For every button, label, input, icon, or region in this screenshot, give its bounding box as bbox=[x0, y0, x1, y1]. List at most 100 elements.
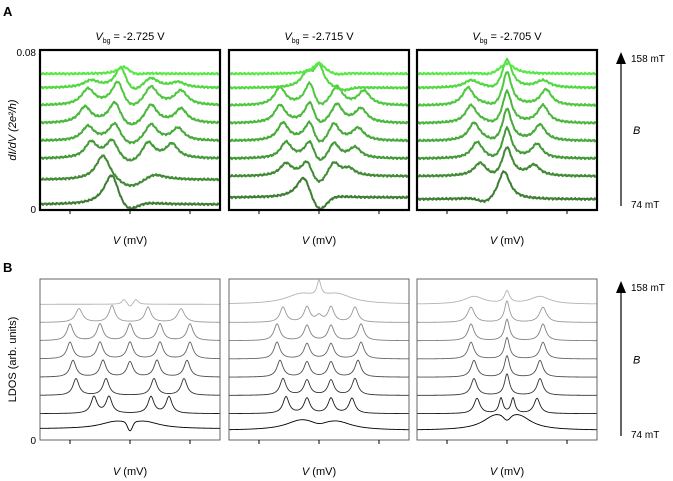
series-curve bbox=[228, 160, 410, 184]
series-curve bbox=[39, 100, 221, 126]
x-axis-label-var: V bbox=[113, 466, 122, 478]
x-axis-label: V (mV) bbox=[113, 466, 147, 478]
series-curve bbox=[416, 300, 598, 323]
series-curve bbox=[39, 65, 221, 91]
x-axis-label-unit: (mV) bbox=[120, 466, 147, 478]
x-axis-label-var: V bbox=[490, 466, 499, 478]
b-axis-bottom-label: 74 mT bbox=[631, 200, 659, 211]
series-curve bbox=[417, 355, 597, 378]
series-curve bbox=[416, 414, 598, 431]
subplot-b-3: V (mV) bbox=[416, 278, 598, 478]
title-subscript: bg bbox=[292, 38, 300, 45]
series-curve bbox=[228, 100, 410, 125]
series-curve bbox=[39, 174, 221, 210]
series-curve bbox=[39, 377, 221, 396]
series-curve bbox=[228, 323, 410, 342]
series-curve bbox=[228, 62, 410, 76]
panel-a: V (mV)Vbg = -2.725 VV (mV)Vbg = -2.715 V… bbox=[7, 31, 665, 247]
subplot-b-1: V (mV) bbox=[39, 278, 221, 478]
b-axis-top-label: 158 mT bbox=[631, 54, 665, 65]
series-curve bbox=[229, 305, 409, 323]
subplot-a-1: V (mV)Vbg = -2.725 V bbox=[38, 31, 222, 247]
b-axis-top-label: 158 mT bbox=[631, 283, 665, 294]
x-axis-label: V (mV) bbox=[490, 235, 524, 247]
series-curve bbox=[416, 170, 598, 204]
series-curve bbox=[228, 395, 409, 415]
x-axis-label-unit: (mV) bbox=[120, 235, 147, 247]
series-curve bbox=[228, 419, 410, 431]
x-axis-label: V (mV) bbox=[302, 466, 336, 478]
y-axis-label: dI/dV (2e²/h) bbox=[7, 99, 19, 160]
title-subscript: bg bbox=[480, 38, 488, 45]
series-curve bbox=[229, 377, 409, 396]
y-tick-label: 0 bbox=[30, 205, 36, 216]
subplot-frame bbox=[228, 278, 410, 441]
panel-a-label: A bbox=[3, 4, 13, 19]
subplot-a-3: V (mV)Vbg = -2.705 V bbox=[415, 31, 599, 247]
series-curve bbox=[39, 121, 221, 145]
series-curve bbox=[39, 359, 221, 378]
series-curve bbox=[228, 81, 410, 107]
subplot-b-2: V (mV) bbox=[228, 278, 410, 478]
series-curve bbox=[39, 395, 221, 414]
series-curve bbox=[416, 146, 598, 178]
subplot-title: Vbg = -2.705 V bbox=[472, 31, 542, 45]
series-curve bbox=[229, 359, 409, 378]
x-axis-label: V (mV) bbox=[490, 466, 524, 478]
x-axis-label-unit: (mV) bbox=[309, 466, 336, 478]
title-var: V bbox=[284, 31, 293, 43]
series-curve bbox=[39, 304, 220, 323]
series-curve bbox=[39, 420, 221, 432]
series-curve bbox=[416, 126, 598, 161]
x-axis-label-var: V bbox=[113, 235, 122, 247]
series-curve bbox=[416, 396, 598, 415]
series-curve bbox=[39, 341, 221, 360]
panel-b-label: B bbox=[3, 260, 12, 275]
series-curve bbox=[228, 120, 410, 143]
title-var: V bbox=[95, 31, 104, 43]
y-tick-label: 0 bbox=[30, 436, 36, 447]
b-axis-bottom-label: 74 mT bbox=[631, 430, 659, 441]
series-curve bbox=[228, 176, 410, 211]
x-axis-label-var: V bbox=[302, 466, 311, 478]
b-axis-label: B bbox=[633, 355, 640, 367]
series-curve bbox=[39, 322, 221, 341]
subplot-frame bbox=[39, 278, 221, 441]
b-arrow-head-icon bbox=[616, 52, 626, 64]
series-curve bbox=[416, 89, 598, 125]
series-curve bbox=[416, 71, 598, 107]
series-curve bbox=[417, 318, 597, 342]
title-value: = -2.715 V bbox=[300, 31, 355, 43]
series-curve bbox=[39, 154, 221, 188]
title-value: = -2.705 V bbox=[488, 31, 543, 43]
x-axis-label: V (mV) bbox=[302, 235, 336, 247]
x-axis-label-var: V bbox=[302, 235, 311, 247]
series-curve bbox=[228, 61, 410, 92]
series-curve bbox=[39, 65, 221, 76]
series-curve bbox=[40, 299, 220, 307]
series-curve bbox=[416, 289, 598, 305]
series-curve bbox=[228, 279, 410, 304]
x-axis-label-var: V bbox=[490, 235, 499, 247]
title-subscript: bg bbox=[103, 38, 111, 45]
y-tick-label: 0.08 bbox=[17, 48, 37, 59]
series-curve bbox=[416, 373, 598, 396]
x-axis-label-unit: (mV) bbox=[309, 235, 336, 247]
subplot-title: Vbg = -2.715 V bbox=[284, 31, 354, 45]
title-value: = -2.725 V bbox=[111, 31, 166, 43]
title-var: V bbox=[472, 31, 481, 43]
series-curve bbox=[229, 341, 409, 360]
y-axis-label: LDOS (arb. units) bbox=[7, 317, 19, 403]
series-curve bbox=[39, 80, 221, 107]
x-axis-label-unit: (mV) bbox=[497, 466, 524, 478]
subplot-a-2: V (mV)Vbg = -2.715 V bbox=[227, 31, 411, 247]
x-axis-label: V (mV) bbox=[113, 235, 147, 247]
b-arrow-head-icon bbox=[616, 281, 626, 293]
series-curve bbox=[416, 107, 598, 143]
series-curve bbox=[416, 57, 598, 90]
series-curve bbox=[228, 139, 410, 161]
x-axis-label-unit: (mV) bbox=[497, 235, 524, 247]
series-curve bbox=[416, 62, 598, 76]
